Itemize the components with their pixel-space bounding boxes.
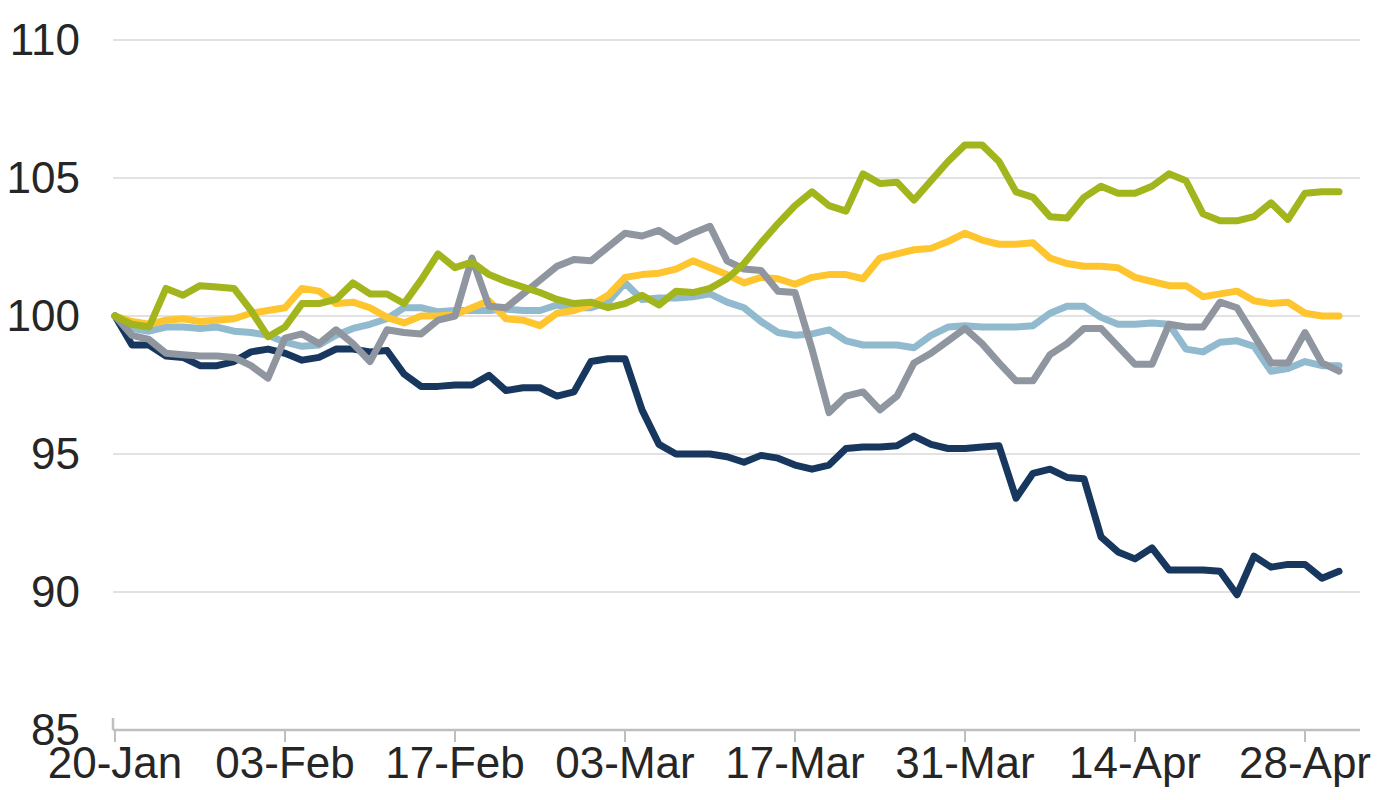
- y-tick-label-100: 100: [7, 291, 80, 340]
- x-tick-label-31-Mar: 31-Mar: [895, 738, 1034, 787]
- x-tick-label-03-Mar: 03-Mar: [555, 738, 694, 787]
- x-tick-label-14-Apr: 14-Apr: [1069, 738, 1201, 787]
- chart-canvas: 20-Jan03-Feb17-Feb03-Mar17-Mar31-Mar14-A…: [0, 0, 1380, 800]
- x-tick-label-03-Feb: 03-Feb: [215, 738, 354, 787]
- line-chart: 20-Jan03-Feb17-Feb03-Mar17-Mar31-Mar14-A…: [0, 0, 1380, 800]
- x-tick-label-17-Feb: 17-Feb: [385, 738, 524, 787]
- x-tick-label-28-Apr: 28-Apr: [1239, 738, 1371, 787]
- y-tick-label-110: 110: [10, 15, 80, 64]
- y-tick-label-85: 85: [31, 705, 80, 754]
- x-tick-label-17-Mar: 17-Mar: [725, 738, 864, 787]
- y-tick-label-95: 95: [31, 429, 80, 478]
- y-tick-label-105: 105: [7, 153, 80, 202]
- y-tick-label-90: 90: [31, 567, 80, 616]
- gray-line: [115, 226, 1339, 412]
- olive-green-line: [115, 145, 1339, 337]
